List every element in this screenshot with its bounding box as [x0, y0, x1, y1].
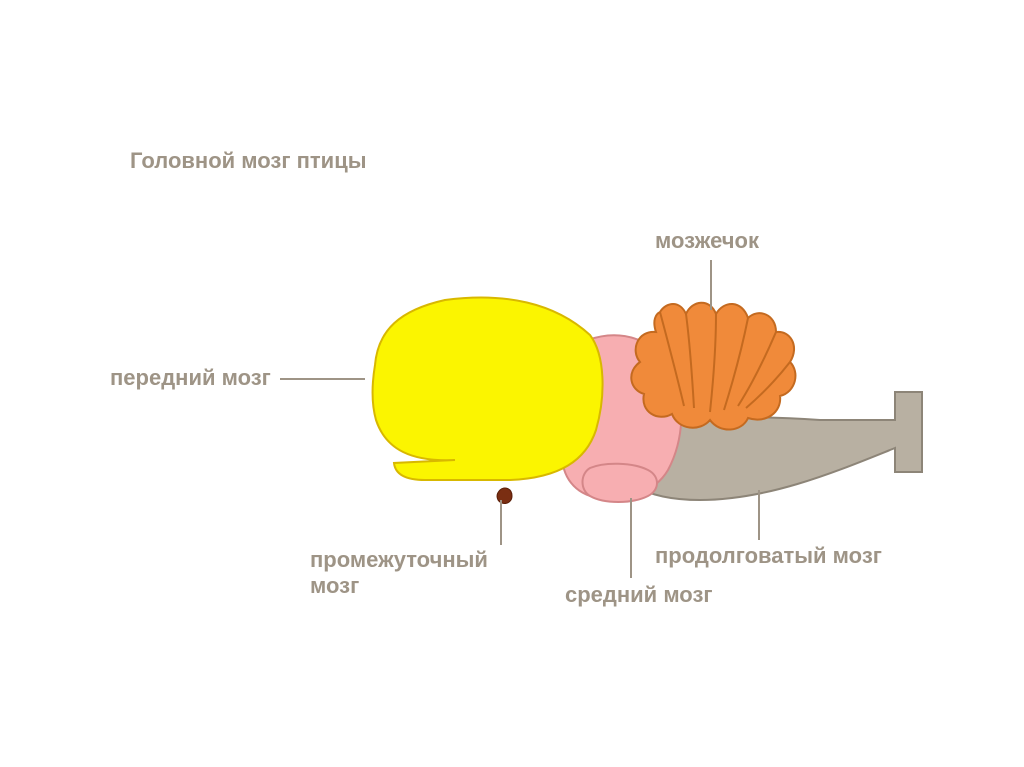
leader-medulla: [758, 490, 760, 540]
leader-cerebellum: [710, 260, 712, 310]
forebrain-shape: [373, 297, 603, 480]
label-midbrain: средний мозг: [565, 582, 713, 608]
label-diencephalon: промежуточный мозг: [310, 547, 488, 599]
leader-forebrain: [280, 378, 365, 380]
diagram-canvas: Головной мозг птицы мозжечок передний мо…: [0, 0, 1024, 767]
label-medulla: продолговатый мозг: [655, 543, 882, 569]
leader-diencephalon: [500, 500, 502, 545]
label-forebrain: передний мозг: [110, 365, 271, 391]
leader-midbrain: [630, 498, 632, 578]
label-cerebellum: мозжечок: [655, 228, 759, 254]
midbrain-lobe-shape: [583, 464, 658, 502]
